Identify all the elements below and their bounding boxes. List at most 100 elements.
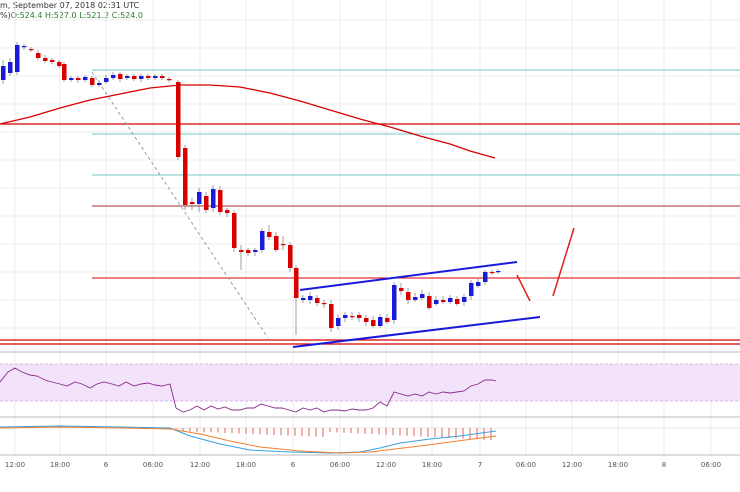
x-tick-label: 6	[291, 461, 296, 469]
bearish-candle	[357, 315, 362, 318]
x-tick-label: 12:00	[190, 461, 210, 469]
bullish-candle	[260, 231, 265, 250]
bullish-candle	[1, 66, 6, 80]
x-tick-label: 12:00	[5, 461, 25, 469]
bullish-candle	[378, 317, 383, 326]
bullish-candle	[483, 272, 488, 282]
bearish-candle	[281, 244, 286, 246]
bearish-candle	[274, 236, 279, 250]
bullish-candle	[125, 76, 130, 78]
bearish-candle	[246, 250, 251, 253]
bullish-candle	[253, 250, 258, 252]
channel-lower-line	[292, 316, 541, 348]
bearish-candle	[43, 58, 48, 61]
bullish-candle	[197, 192, 202, 204]
x-axis: 12:00 18:00 6 06:00 12:00 18:00 6 06:00 12:00 18:…	[5, 461, 721, 469]
bearish-candle	[288, 245, 293, 268]
x-tick-label: 06:00	[701, 461, 721, 469]
bearish-candle	[132, 76, 137, 79]
x-tick-label: 18:00	[50, 461, 70, 469]
x-tick-label: 6	[104, 461, 109, 469]
bullish-candle	[83, 77, 88, 80]
bearish-candle	[57, 62, 62, 66]
bearish-candle	[399, 288, 404, 291]
bullish-candle	[211, 189, 216, 208]
projection-down-line	[516, 274, 531, 302]
bearish-candle	[294, 268, 299, 298]
channel-upper-line	[299, 261, 518, 291]
bearish-candle	[90, 78, 95, 85]
bearish-candle	[218, 190, 223, 212]
x-tick-label: 18:00	[236, 461, 256, 469]
bearish-candle	[322, 303, 327, 305]
bullish-candle	[153, 76, 158, 78]
bullish-candle	[448, 298, 453, 302]
projection-up-line	[552, 227, 575, 297]
bearish-candle	[160, 76, 165, 78]
bullish-candle	[496, 271, 501, 273]
bearish-candle	[176, 82, 181, 157]
chart-title: m, September 07, 2018 02:31 UTC	[0, 1, 140, 10]
bullish-candle	[111, 75, 116, 78]
bearish-candle	[62, 64, 67, 80]
rsi-panel	[0, 363, 740, 413]
macd-line	[0, 425, 497, 454]
bearish-candle	[239, 250, 244, 252]
bearish-candle	[36, 53, 41, 58]
bearish-candle	[427, 296, 432, 308]
signal-line	[0, 426, 497, 454]
bearish-candle	[204, 196, 209, 210]
bullish-candle	[22, 46, 27, 48]
x-tick-label: 7	[478, 461, 482, 469]
bearish-candle	[50, 60, 55, 62]
bearish-candle	[441, 300, 446, 302]
x-tick-label: 06:00	[330, 461, 350, 469]
bearish-candle	[329, 304, 334, 328]
bullish-candle	[8, 62, 13, 73]
bullish-candle	[469, 283, 474, 296]
bullish-candle	[308, 296, 313, 300]
x-tick-label: 18:00	[422, 461, 442, 469]
bearish-candle	[371, 320, 376, 326]
rsi-band	[0, 364, 740, 401]
bearish-candle	[76, 78, 81, 80]
bearish-candle	[225, 210, 230, 213]
x-tick-label: 06:00	[516, 461, 536, 469]
price-panel	[0, 42, 740, 348]
bullish-candle	[434, 300, 439, 304]
x-tick-label: 18:00	[608, 461, 628, 469]
bearish-candle	[167, 79, 172, 81]
bearish-candle	[183, 148, 188, 205]
bearish-candle	[146, 76, 151, 78]
bearish-candle	[406, 292, 411, 300]
bullish-candle	[69, 78, 74, 80]
bearish-candle	[118, 74, 123, 79]
bullish-candle	[139, 76, 144, 79]
x-tick-label: 06:00	[143, 461, 163, 469]
bullish-candle	[413, 297, 418, 300]
bullish-candle	[476, 282, 481, 286]
macd-panel	[0, 425, 740, 454]
bullish-candle	[15, 45, 20, 72]
x-tick-label: 12:00	[562, 461, 582, 469]
bearish-candle	[29, 49, 34, 51]
bullish-candle	[97, 83, 102, 85]
moving-average-line	[0, 84, 496, 159]
bearish-candle	[350, 316, 355, 318]
bearish-candle	[364, 318, 369, 322]
bearish-candle	[385, 318, 390, 322]
x-tick-label: 12:00	[376, 461, 396, 469]
bearish-candle	[490, 272, 495, 274]
rsi-line	[0, 367, 497, 413]
bullish-candle	[301, 298, 306, 300]
x-tick-label: 8	[662, 461, 666, 469]
bullish-candle	[343, 315, 348, 318]
bullish-candle	[392, 285, 397, 320]
ohlc-readout: %)O:524.4 H:527.0 L:521.2 C:524.0	[0, 11, 143, 20]
dashed-trend-line	[91, 71, 269, 339]
bearish-candle	[455, 299, 460, 304]
bullish-candle	[420, 294, 425, 298]
bullish-candle	[336, 318, 341, 326]
bullish-candle	[462, 297, 467, 302]
bearish-candle	[232, 213, 237, 248]
